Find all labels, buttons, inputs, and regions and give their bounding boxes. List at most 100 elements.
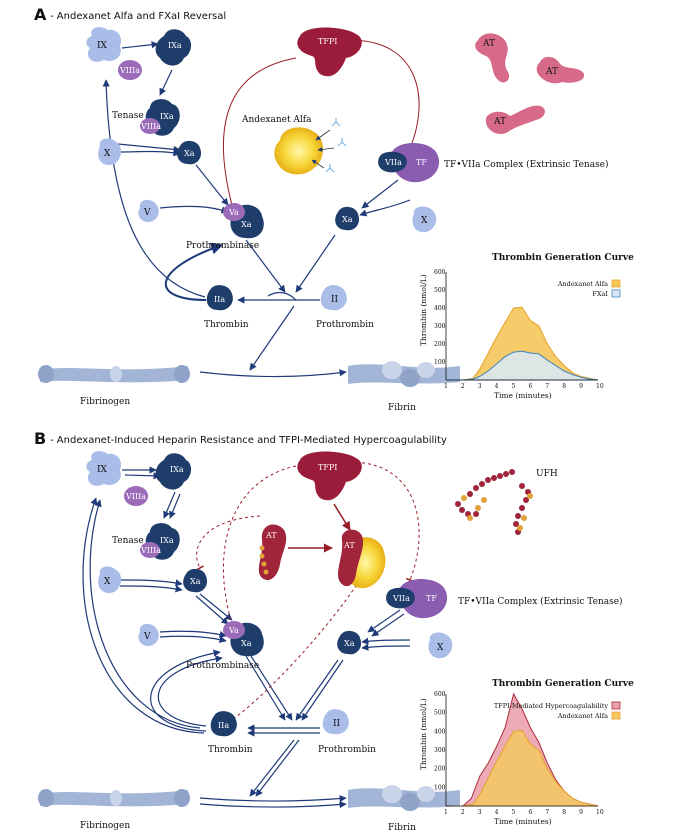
legend-swatch xyxy=(611,711,621,720)
ufh-label: UFH xyxy=(536,469,558,479)
x-tick-label: 3 xyxy=(478,809,482,816)
thrombin-chart-a: Thrombin Generation Curve 1 2 3 4 5 6 7 8 9 10 100… xyxy=(419,253,634,400)
xa-protein-b: Xa xyxy=(183,568,208,593)
iia-label: IIa xyxy=(214,295,225,304)
v-protein-b: V xyxy=(138,623,159,646)
x-tick-label: 10 xyxy=(596,809,604,816)
ixa-protein-b: IXa xyxy=(155,453,192,490)
viia-label: VIIa xyxy=(384,158,402,167)
x-tick-label: 5 xyxy=(512,383,516,390)
v-b-label: V xyxy=(143,632,151,642)
xa-protein-right-b: Xa xyxy=(337,630,362,655)
ixa-label: IXa xyxy=(168,41,182,50)
xa-right-label: Xa xyxy=(342,215,353,224)
xa-protein: Xa xyxy=(177,140,202,165)
x-tick-label: 6 xyxy=(528,809,532,816)
at-complex-label: AT xyxy=(343,541,355,550)
at2-label: AT xyxy=(545,67,558,77)
prothrombinase-b-xa-label: Xa xyxy=(241,639,252,648)
x-axis-label: Time (minutes) xyxy=(494,817,552,826)
ix-protein-b: IX xyxy=(86,451,122,486)
viiia-protein-b: VIIIa xyxy=(124,486,148,506)
y-tick-label: 200 xyxy=(434,341,446,348)
prothrombinase-complex-b: Va Xa Prothrombinase xyxy=(186,621,264,671)
panel-a-title: - Andexanet Alfa and FXaI Reversal xyxy=(50,11,226,22)
xa-b-label: Xa xyxy=(190,577,201,586)
tenase-ixa-label: IXa xyxy=(160,112,174,121)
tfpi-b-label: TFPI xyxy=(318,463,337,472)
at-protein-b: AT xyxy=(258,524,287,581)
xa-label: Xa xyxy=(184,149,195,158)
extrinsic-tenase-b-label: TF•VIIa Complex (Extrinsic Tenase) xyxy=(458,596,623,607)
at-andexanet-complex: AT xyxy=(338,529,386,589)
viia-b-label: VIIa xyxy=(392,594,410,603)
fibrin-b-label: Fibrin xyxy=(388,823,416,833)
y-tick-label: 100 xyxy=(434,359,446,366)
x-protein-right-b: X xyxy=(428,632,453,659)
prothrombin-protein: II Prothrombin xyxy=(316,285,374,330)
x-tick-label: 5 xyxy=(512,809,516,816)
series-area-2 xyxy=(446,729,599,807)
prothrombin-label: Prothrombin xyxy=(316,320,374,330)
tf-b-label: TF xyxy=(426,594,437,603)
y-tick-label: 100 xyxy=(434,784,446,791)
fibrinogen-protein-b: Fibrinogen xyxy=(38,789,190,831)
x-protein-right: X xyxy=(412,206,437,233)
thrombin-protein-b: IIa Thrombin xyxy=(208,711,253,755)
xa-right-b-label: Xa xyxy=(344,639,355,648)
ii-label: II xyxy=(331,295,339,305)
andexanet-binding-arrows xyxy=(311,129,335,169)
fibrin-label: Fibrin xyxy=(388,403,416,413)
ixa-protein: IXa xyxy=(155,29,192,66)
y-tick-label: 500 xyxy=(434,287,446,294)
x-left-label: X xyxy=(104,149,111,159)
iia-b-label: IIa xyxy=(218,721,229,730)
tenase-complex: IXa VIIIa Tenase xyxy=(112,99,180,136)
tfpi-protein: TFPI xyxy=(297,27,362,77)
tenase-complex-b: IXa VIIIa Tenase xyxy=(112,523,180,560)
x-protein-left: X xyxy=(98,138,122,166)
tf-viia-complex-b: VIIa TF TF•VIIa Complex (Extrinsic Tenas… xyxy=(386,579,623,619)
x-tick-label: 3 xyxy=(478,383,482,390)
legend-swatch xyxy=(611,289,621,298)
y-tick-label: 300 xyxy=(434,747,446,754)
at-heparin-beads xyxy=(259,545,269,575)
panel-a: A - Andexanet Alfa and FXaI Reversal xyxy=(34,5,609,413)
chart-a-title: Thrombin Generation Curve xyxy=(492,253,634,263)
x-tick-label: 4 xyxy=(495,383,499,390)
ixa-b-label: IXa xyxy=(170,465,184,474)
prothrombinase-complex: Va Xa Prothrombinase xyxy=(186,203,264,251)
tfpi-protein-b: TFPI xyxy=(297,451,362,501)
x-tick-label: 1 xyxy=(444,383,448,390)
y-tick-label: 400 xyxy=(434,305,446,312)
x-tick-label: 9 xyxy=(579,809,583,816)
x-tick-label: 2 xyxy=(461,383,465,390)
legend-label: TFPI-Mediated Hypercoagulability xyxy=(494,702,608,710)
series-area-2 xyxy=(446,350,599,381)
ix-label: IX xyxy=(97,41,108,51)
ix-protein: IX xyxy=(86,27,122,62)
y-tick-label: 400 xyxy=(434,728,446,735)
y-tick-label: 600 xyxy=(434,691,446,698)
x-tick-label: 9 xyxy=(579,383,583,390)
panel-a-tfpi-lines xyxy=(222,39,420,207)
y-tick-label: 600 xyxy=(434,269,446,276)
legend-label: Andexanet Alfa xyxy=(557,712,608,720)
thrombin-protein: IIa Thrombin xyxy=(204,285,249,330)
chart-b-title: Thrombin Generation Curve xyxy=(492,679,634,689)
xa-protein-right: Xa xyxy=(335,206,360,231)
at3-label: AT xyxy=(493,117,506,127)
v-label: V xyxy=(143,208,151,218)
tf-label: TF xyxy=(416,158,427,167)
panel-b-letter: B xyxy=(34,429,46,448)
prothrombin-protein-b: II Prothrombin xyxy=(318,709,376,755)
y-axis-label: Thrombin (nmol/L) xyxy=(419,698,428,770)
x-tick-label: 8 xyxy=(562,809,566,816)
tenase-b-viiia-label: VIIIa xyxy=(140,546,161,555)
prothrombinase-xa-label: Xa xyxy=(241,220,252,229)
prothrombin-b-label: Prothrombin xyxy=(318,745,376,755)
prothrombinase-label: Prothrombinase xyxy=(186,241,259,251)
andexanet-protein: Andexanet Alfa xyxy=(241,115,347,175)
panel-b-tfpi-lines xyxy=(196,461,420,724)
